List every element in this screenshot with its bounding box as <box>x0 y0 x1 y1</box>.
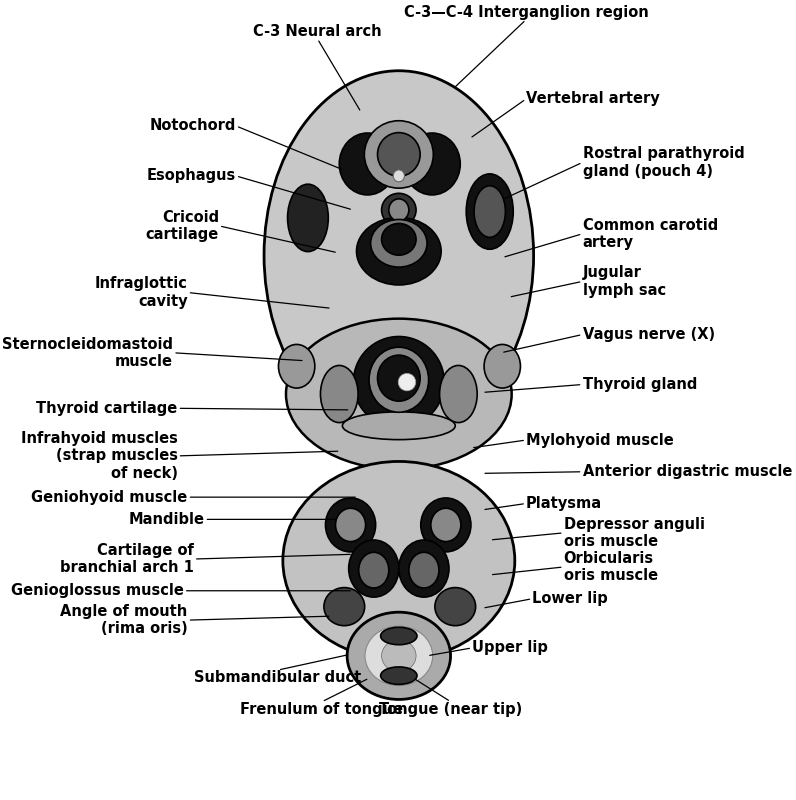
Ellipse shape <box>421 498 471 552</box>
Text: Tongue (near tip): Tongue (near tip) <box>379 702 522 717</box>
Ellipse shape <box>339 133 396 195</box>
Text: Vertebral artery: Vertebral artery <box>526 91 660 106</box>
Ellipse shape <box>264 70 533 440</box>
Ellipse shape <box>388 199 409 221</box>
Text: Infrahyoid muscles
(strap muscles
of neck): Infrahyoid muscles (strap muscles of nec… <box>21 431 178 481</box>
Text: C-3 Neural arch: C-3 Neural arch <box>253 24 381 38</box>
Text: Upper lip: Upper lip <box>472 640 548 655</box>
Text: Angle of mouth
(rima oris): Angle of mouth (rima oris) <box>60 604 188 636</box>
Text: Geniohyoid muscle: Geniohyoid muscle <box>31 490 188 505</box>
Text: Sternocleidomastoid
muscle: Sternocleidomastoid muscle <box>2 337 174 369</box>
Ellipse shape <box>377 133 420 176</box>
Ellipse shape <box>380 667 417 684</box>
Ellipse shape <box>409 552 439 588</box>
Ellipse shape <box>365 626 433 686</box>
Ellipse shape <box>398 374 416 391</box>
Ellipse shape <box>342 412 455 440</box>
Ellipse shape <box>335 508 365 542</box>
Ellipse shape <box>365 121 433 188</box>
Ellipse shape <box>359 552 388 588</box>
Ellipse shape <box>324 587 365 626</box>
Text: Cartilage of
branchial arch 1: Cartilage of branchial arch 1 <box>60 543 194 575</box>
Text: Jugular
lymph sac: Jugular lymph sac <box>583 265 665 298</box>
Text: Genioglossus muscle: Genioglossus muscle <box>11 583 184 598</box>
Ellipse shape <box>321 366 358 422</box>
Text: Mandible: Mandible <box>128 512 205 527</box>
Text: Vagus nerve (X): Vagus nerve (X) <box>583 327 715 342</box>
Ellipse shape <box>326 498 376 552</box>
Text: Frenulum of tongue: Frenulum of tongue <box>240 702 404 717</box>
Ellipse shape <box>349 540 399 597</box>
Text: C-3—C-4 Interganglion region: C-3—C-4 Interganglion region <box>404 5 649 19</box>
Text: Cricoid
cartilage: Cricoid cartilage <box>146 210 219 242</box>
Text: Infraglottic
cavity: Infraglottic cavity <box>95 276 188 309</box>
Ellipse shape <box>435 587 476 626</box>
Ellipse shape <box>357 218 441 285</box>
Text: Esophagus: Esophagus <box>146 168 236 183</box>
Ellipse shape <box>431 508 461 542</box>
Ellipse shape <box>399 540 449 597</box>
Ellipse shape <box>347 612 451 699</box>
Ellipse shape <box>404 133 460 195</box>
Text: Mylohyoid muscle: Mylohyoid muscle <box>526 433 674 447</box>
Text: Notochord: Notochord <box>150 118 236 134</box>
Ellipse shape <box>369 347 428 412</box>
Ellipse shape <box>287 184 328 252</box>
Text: Rostral parathyroid
gland (pouch 4): Rostral parathyroid gland (pouch 4) <box>583 146 744 178</box>
Text: Depressor anguli
oris muscle: Depressor anguli oris muscle <box>564 517 704 549</box>
Ellipse shape <box>353 337 444 428</box>
Ellipse shape <box>381 640 416 672</box>
Ellipse shape <box>381 194 416 226</box>
Ellipse shape <box>466 174 513 250</box>
Text: Thyroid cartilage: Thyroid cartilage <box>37 401 178 416</box>
Text: Anterior digastric muscle: Anterior digastric muscle <box>583 464 792 479</box>
Text: Thyroid gland: Thyroid gland <box>583 377 696 392</box>
Text: Lower lip: Lower lip <box>533 591 608 606</box>
Ellipse shape <box>439 366 477 422</box>
Ellipse shape <box>380 627 417 645</box>
Ellipse shape <box>377 355 420 401</box>
Ellipse shape <box>279 345 315 388</box>
Ellipse shape <box>371 219 427 267</box>
Ellipse shape <box>393 170 404 182</box>
Ellipse shape <box>286 318 512 470</box>
Ellipse shape <box>474 186 505 238</box>
Text: Platysma: Platysma <box>526 496 603 511</box>
Ellipse shape <box>381 223 416 255</box>
Text: Submandibular duct: Submandibular duct <box>194 670 361 685</box>
Text: Orbicularis
oris muscle: Orbicularis oris muscle <box>564 550 657 583</box>
Text: Common carotid
artery: Common carotid artery <box>583 218 718 250</box>
Ellipse shape <box>484 345 521 388</box>
Ellipse shape <box>283 462 515 660</box>
